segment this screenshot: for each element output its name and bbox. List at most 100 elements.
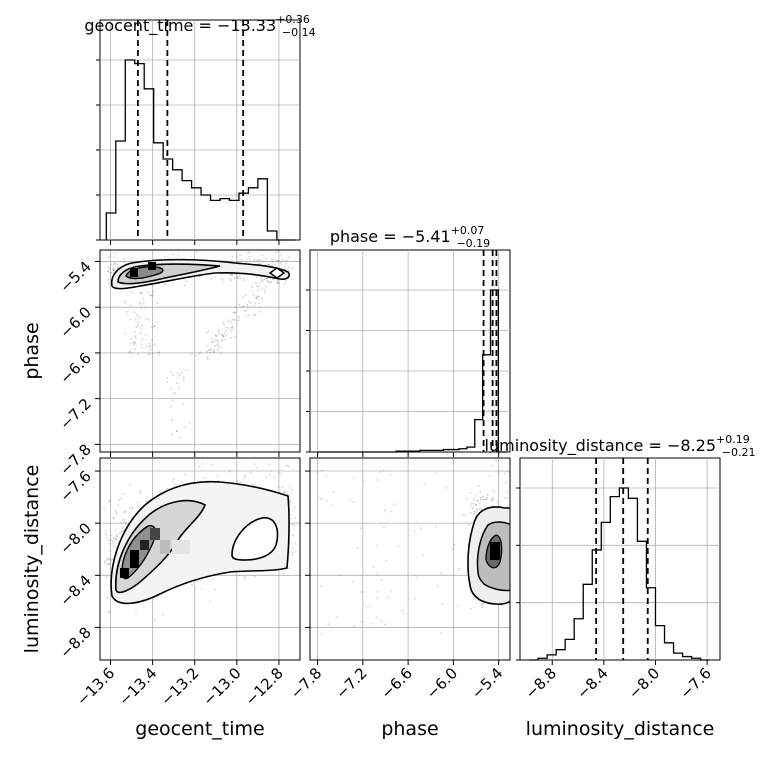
scatter-point (156, 320, 159, 323)
scatter-point (276, 260, 278, 263)
panel-frame (99, 249, 301, 453)
scatter-point (130, 258, 133, 261)
scatter-point (153, 325, 156, 327)
scatter-point (144, 306, 147, 309)
scatter-point (144, 333, 147, 336)
x-tick-label: −5.4 (468, 664, 506, 702)
scatter-point (170, 419, 173, 422)
scatter-point (117, 503, 120, 506)
scatter-point (330, 504, 333, 506)
x-axis-label-geocent-time: geocent_time (135, 718, 264, 740)
scatter-point (263, 292, 266, 294)
scatter-point (191, 352, 193, 355)
scatter-point (228, 470, 231, 473)
scatter-point (440, 631, 443, 634)
scatter-point (283, 265, 286, 268)
scatter-point (291, 553, 294, 556)
scatter-point (240, 258, 243, 261)
scatter-point (131, 352, 134, 355)
density-peak (130, 268, 138, 277)
scatter-point (279, 472, 281, 475)
scatter-point (294, 517, 297, 520)
scatter-point (217, 341, 220, 344)
panel-hist-phase (306, 249, 511, 453)
scatter-point (124, 300, 127, 303)
scatter-point (112, 517, 115, 519)
scatter-point (128, 506, 131, 509)
scatter-point (276, 282, 279, 284)
scatter-point (116, 266, 119, 269)
scatter-point (229, 274, 232, 277)
scatter-point (243, 578, 246, 581)
scatter-point (352, 580, 355, 583)
scatter-point (257, 296, 260, 298)
scatter-point (217, 349, 219, 351)
scatter-point (114, 510, 116, 512)
panel-2d-geocent-luminosity (99, 457, 301, 661)
scatter-point (132, 256, 134, 259)
scatter-point (251, 285, 253, 288)
scatter-point (113, 252, 116, 255)
scatter-point (206, 358, 209, 361)
scatter-point (234, 306, 237, 308)
scatter-point (352, 501, 355, 504)
scatter-point (254, 575, 256, 578)
scatter-point (375, 616, 378, 619)
panel-2d-geocent-phase (99, 249, 301, 453)
scatter-point (113, 539, 115, 541)
x-tick-label: −13.0 (199, 664, 244, 709)
scatter-point (149, 345, 151, 348)
panel-frame (99, 457, 301, 661)
y-tick-marks (306, 289, 310, 453)
density-peak (172, 540, 190, 554)
scatter-point (105, 530, 107, 533)
scatter-point (221, 334, 224, 336)
scatter-point (481, 496, 484, 499)
scatter-point (163, 255, 166, 258)
scatter-point (115, 534, 118, 537)
scatter-point (200, 588, 203, 590)
scatter-point (252, 294, 255, 296)
scatter-point (137, 501, 140, 504)
scatter-point (219, 352, 222, 355)
scatter-point (106, 562, 108, 565)
scatter-point (176, 382, 179, 384)
contour-lobe (231, 517, 279, 561)
scatter-point (440, 572, 443, 575)
scatter-point (457, 567, 460, 570)
scatter-point (479, 491, 482, 493)
scatter-point (294, 543, 297, 545)
scatter-point (402, 612, 405, 615)
scatter-point (285, 262, 288, 265)
scatter-point (472, 502, 475, 505)
scatter-point (390, 591, 393, 593)
scatter-point (473, 498, 476, 501)
scatter-point (380, 579, 383, 582)
scatter-point (256, 285, 258, 288)
scatter-point (244, 314, 247, 317)
scatter-point (260, 263, 263, 265)
scatter-point (201, 463, 204, 465)
scatter-point (288, 567, 291, 570)
scatter-point (251, 290, 254, 292)
panel-2d-phase-luminosity (309, 457, 511, 661)
scatter-point (140, 307, 143, 310)
scatter-point (488, 475, 491, 478)
scatter-point (338, 574, 341, 576)
scatter-point (147, 352, 150, 355)
scatter-point (258, 311, 261, 313)
scatter-point (112, 269, 115, 272)
scatter-point (470, 607, 472, 610)
scatter-point (233, 319, 236, 321)
scatter-point (285, 268, 287, 271)
scatter-point (242, 279, 245, 282)
scatter-point (176, 372, 179, 375)
scatter-point (231, 255, 234, 258)
scatter-point (170, 371, 173, 374)
density-peak (490, 542, 500, 560)
scatter-point (506, 496, 508, 499)
scatter-point (133, 311, 136, 314)
scatter-point (435, 525, 438, 528)
y-tick-marks (516, 487, 520, 661)
